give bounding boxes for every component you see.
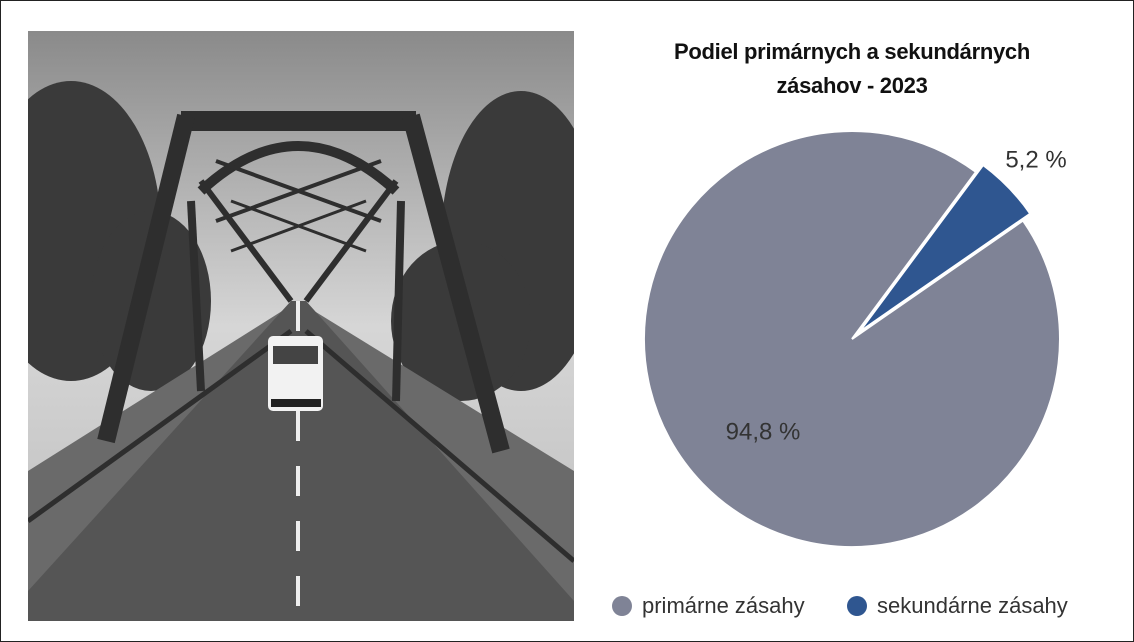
pie-slice xyxy=(858,163,1032,333)
data-label: 5,2 % xyxy=(1005,146,1066,173)
pie: 94,8 % 5,2 % primárne zásahy sekundárne zás… xyxy=(612,130,1068,618)
chart-title: Podiel primárnych a sekundárnych zásahov… xyxy=(674,39,1030,98)
legend-marker xyxy=(847,596,867,616)
pie-slice xyxy=(643,130,1061,549)
ambulance xyxy=(268,336,323,411)
data-label: 94,8 % xyxy=(726,418,801,445)
road xyxy=(28,301,574,621)
trees xyxy=(28,81,574,401)
legend-label: primárne zásahy xyxy=(642,593,805,618)
legend-marker xyxy=(612,596,632,616)
truss xyxy=(28,111,574,563)
photo xyxy=(28,31,574,621)
legend-label: sekundárne zásahy xyxy=(877,593,1068,618)
